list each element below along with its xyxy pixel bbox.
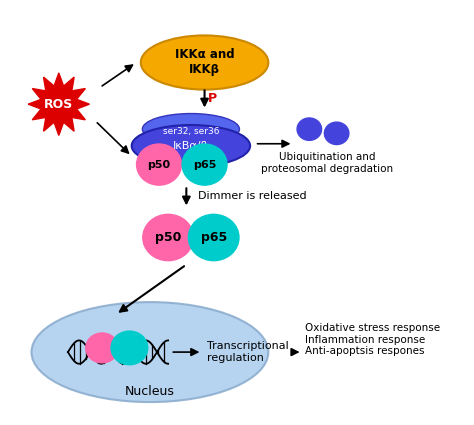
Ellipse shape: [141, 35, 268, 90]
Text: Transcriptional
regulation: Transcriptional regulation: [207, 341, 289, 363]
Ellipse shape: [31, 302, 268, 402]
Circle shape: [324, 122, 349, 144]
Circle shape: [297, 118, 321, 140]
Circle shape: [111, 331, 148, 365]
Text: p50: p50: [147, 159, 171, 170]
Polygon shape: [28, 73, 90, 136]
Text: ROS: ROS: [44, 98, 73, 110]
Text: p65: p65: [201, 231, 227, 244]
Text: p50: p50: [155, 231, 182, 244]
Circle shape: [143, 214, 193, 261]
Circle shape: [188, 214, 239, 261]
Text: IκBα/β: IκBα/β: [173, 141, 209, 151]
Text: Oxidative stress response
Inflammation response
Anti-apoptsis respones: Oxidative stress response Inflammation r…: [305, 323, 440, 356]
Text: IKKα and
IKKβ: IKKα and IKKβ: [175, 48, 234, 76]
Text: Dimmer is released: Dimmer is released: [198, 191, 306, 201]
Circle shape: [86, 333, 118, 363]
Text: Ubiquitination and
proteosomal degradation: Ubiquitination and proteosomal degradati…: [262, 152, 393, 174]
Circle shape: [137, 144, 182, 185]
Text: ser32, ser36: ser32, ser36: [163, 127, 219, 136]
Circle shape: [182, 144, 227, 185]
Text: Nucleus: Nucleus: [125, 385, 175, 398]
Ellipse shape: [132, 125, 250, 167]
Ellipse shape: [142, 113, 239, 145]
Text: P: P: [208, 92, 217, 105]
Text: p65: p65: [193, 159, 216, 170]
